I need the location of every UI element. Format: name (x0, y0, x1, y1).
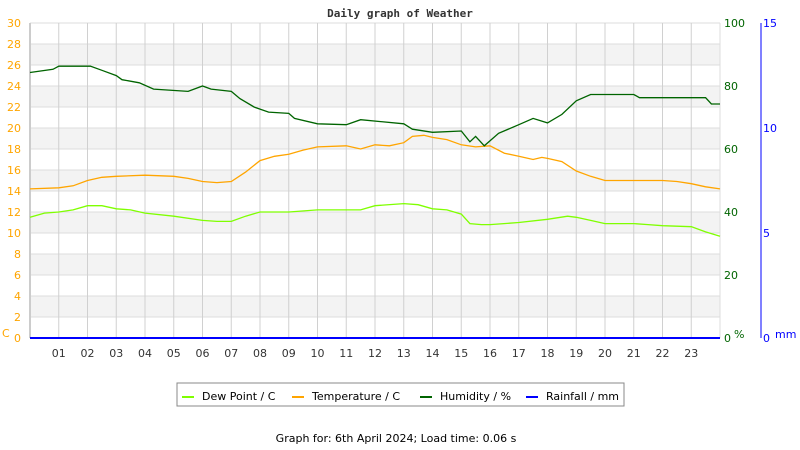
humidity-tick-label: 100 (724, 17, 745, 30)
left-tick-label: 22 (7, 101, 21, 114)
left-tick-label: 4 (14, 290, 21, 303)
legend-label: Rainfall / mm (546, 390, 619, 403)
rain-tick-label: 10 (763, 122, 777, 135)
legend-label: Dew Point / C (202, 390, 276, 403)
left-tick-label: 0 (14, 332, 21, 345)
left-tick-label: 2 (14, 311, 21, 324)
left-tick-label: 16 (7, 164, 21, 177)
x-tick-label: 10 (311, 347, 325, 360)
rain-tick-label: 15 (763, 17, 777, 30)
left-tick-label: 6 (14, 269, 21, 282)
left-tick-label: 10 (7, 227, 21, 240)
x-tick-label: 23 (684, 347, 698, 360)
rain-axis-unit: mm (775, 328, 796, 341)
x-tick-label: 06 (196, 347, 210, 360)
series-line-temperature (29, 134, 721, 190)
left-tick-label: 24 (7, 80, 21, 93)
x-tick-label: 21 (627, 347, 641, 360)
x-tick-label: 13 (397, 347, 411, 360)
x-tick-label: 04 (138, 347, 152, 360)
x-tick-label: 16 (483, 347, 497, 360)
x-tick-label: 20 (598, 347, 612, 360)
x-tick-label: 14 (426, 347, 440, 360)
legend-label: Humidity / % (440, 390, 511, 403)
legend: Dew Point / C Temperature / C Humidity / %… (176, 382, 625, 407)
left-tick-label: 30 (7, 17, 21, 30)
x-tick-label: 02 (81, 347, 95, 360)
x-tick-label: 03 (109, 347, 123, 360)
x-tick-label: 17 (512, 347, 526, 360)
humidity-tick-label: 20 (724, 269, 738, 282)
humidity-tick-label: 80 (724, 80, 738, 93)
left-axis-unit: C (2, 327, 10, 340)
left-tick-label: 8 (14, 248, 21, 261)
x-tick-label: 15 (454, 347, 468, 360)
x-tick-label: 01 (52, 347, 66, 360)
left-tick-label: 20 (7, 122, 21, 135)
legend-label: Temperature / C (311, 390, 400, 403)
rain-tick-label: 0 (763, 332, 770, 345)
humidity-tick-label: 40 (724, 206, 738, 219)
x-tick-label: 12 (368, 347, 382, 360)
left-tick-label: 28 (7, 38, 21, 51)
humidity-tick-label: 60 (724, 143, 738, 156)
humidity-axis-unit: % (734, 328, 744, 341)
x-tick-label: 22 (656, 347, 670, 360)
rain-tick-label: 5 (763, 227, 770, 240)
x-tick-label: 19 (569, 347, 583, 360)
x-tick-label: 09 (282, 347, 296, 360)
left-tick-label: 26 (7, 59, 21, 72)
x-tick-label: 08 (253, 347, 267, 360)
x-tick-label: 05 (167, 347, 181, 360)
humidity-tick-label: 0 (724, 332, 731, 345)
x-tick-label: 18 (541, 347, 555, 360)
left-tick-label: 12 (7, 206, 21, 219)
chart-title: Daily graph of Weather (327, 7, 473, 20)
x-tick-label: 11 (339, 347, 353, 360)
left-tick-label: 14 (7, 185, 21, 198)
series-line-dew (29, 202, 721, 237)
series-line-humidity (29, 65, 720, 147)
x-tick-label: 07 (224, 347, 238, 360)
footer-text: Graph for: 6th April 2024; Load time: 0.… (276, 432, 517, 445)
left-tick-label: 18 (7, 143, 21, 156)
